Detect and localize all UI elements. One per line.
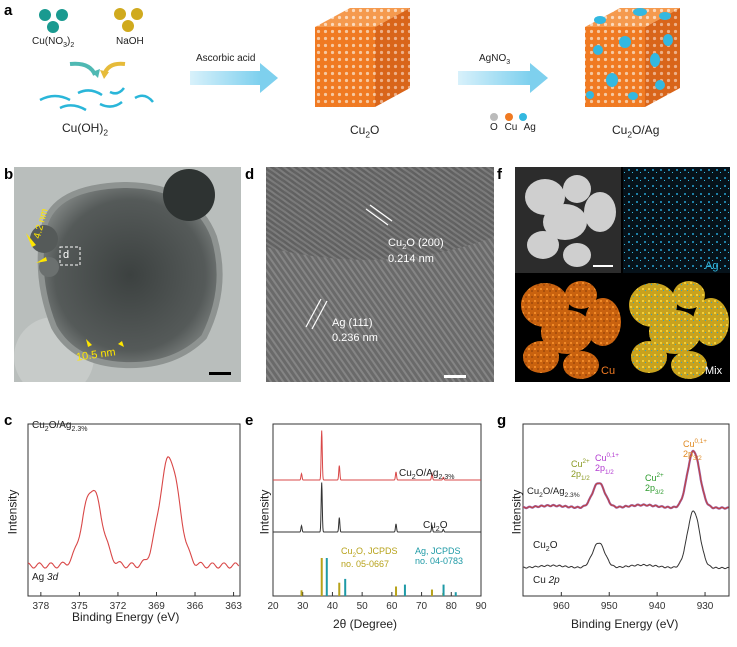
chart-c-sample: Cu2O/Ag2.3% — [32, 420, 88, 433]
chart-e-series-line — [273, 430, 481, 481]
chart-g-ann4: Cu0,1+ 2p3/2 — [683, 438, 707, 462]
chart-g-xtick-label: 930 — [697, 601, 714, 612]
ag-111-label: Ag (111) — [332, 317, 373, 329]
chart-g-xtick-label: 940 — [649, 601, 666, 612]
eds-maps-f: Ag Cu Mix — [515, 167, 730, 382]
cu2o-cube-icon — [315, 8, 410, 107]
chart-c: 378 375 372 369 366 363 Cu2O/Ag2.3% Ag 3d Bin… — [0, 410, 245, 647]
chart-g-sample1: Cu2O/Ag2.3% — [527, 486, 580, 499]
scheme-graphics — [39, 8, 680, 121]
tem-graphics — [14, 167, 241, 382]
chart-e-ref2: Ag, JCPDS no. 04-0783 — [415, 546, 464, 566]
chart-c-ylabel: Intensity — [5, 489, 20, 535]
cuoh-label: Cu(OH)2 — [62, 121, 109, 138]
o-atom-icon — [490, 113, 498, 121]
atom-legend: O Cu Ag — [490, 122, 536, 133]
chart-g-xtick-label: 950 — [601, 601, 618, 612]
chart-e-xtick-label: 80 — [446, 601, 458, 612]
chart-g-ann1: Cu2+ 2p1/2 — [571, 458, 590, 482]
cu-atom-icon — [505, 113, 513, 121]
panel-label-c: c — [4, 412, 13, 429]
hrtem-graphics — [266, 167, 494, 382]
chart-e-plot: 20 30 40 50 60 70 80 90 — [267, 423, 487, 612]
panel-label-a: a — [4, 2, 13, 19]
chart-g-xlabel: Binding Energy (eV) — [571, 617, 679, 631]
chart-g-sample2: Cu2O — [533, 540, 558, 553]
eds-ag-label: Ag — [705, 260, 719, 272]
cu-ion-icons — [39, 9, 68, 33]
chart-e-xlabel: 2θ (Degree) — [333, 617, 398, 631]
cuoh-wire-icons — [39, 87, 154, 112]
chart-g-frame — [522, 423, 730, 597]
chart-g-region: Cu 2p — [533, 575, 560, 586]
chart-c-xtick-label: 366 — [187, 601, 204, 612]
chart-c-xtick-label: 372 — [110, 601, 127, 612]
chart-c-frame — [27, 423, 241, 597]
ag-spacing: 0.236 nm — [332, 332, 378, 344]
chart-e-series1-label: Cu2O/Ag2.3% — [399, 468, 455, 481]
chart-c-line — [27, 455, 240, 569]
chart-e-xtick-label: 90 — [475, 601, 487, 612]
chart-e-series2-label: Cu2O — [423, 520, 448, 533]
chart-c-xtick-label: 369 — [148, 601, 165, 612]
eds-cu-label: Cu — [601, 365, 616, 377]
chart-g-ylabel: Intensity — [509, 489, 524, 535]
chart-g-cu2o-line — [523, 510, 729, 570]
panel-label-g: g — [497, 412, 507, 429]
d-region-box: d — [63, 249, 70, 261]
chart-c-region: Ag 3d — [32, 572, 59, 583]
cu2o-200-label: Cu2O (200) — [388, 237, 444, 252]
chart-c-xtick-label: 375 — [71, 601, 88, 612]
chart-g: 960 950 940 930 Cu2+ 2p1/2 Cu0,1+ 2p1/2 Cu2+ 2… — [497, 410, 737, 647]
eds-mix-label: Mix — [705, 365, 723, 377]
chart-g-ann2: Cu0,1+ 2p1/2 — [595, 452, 619, 476]
cu2o-label: Cu2O — [350, 123, 380, 140]
chart-c-xtick-label: 378 — [33, 601, 50, 612]
chart-e-ref1: Cu2O, JCPDS no. 05-0667 — [341, 546, 398, 569]
chart-e-xtick-label: 30 — [297, 601, 309, 612]
chart-c-plot: 378 375 372 369 366 363 — [27, 423, 242, 612]
chart-g-xtick-label: 960 — [553, 601, 570, 612]
chart-g-ann3: Cu2+ 2p3/2 — [645, 472, 664, 496]
chart-e-series-line — [273, 482, 481, 533]
chart-e-xtick-label: 60 — [386, 601, 398, 612]
naoh-icons — [114, 8, 143, 32]
panel-label-d: d — [245, 166, 255, 183]
cu-no3-label: Cu(NO3)2 — [32, 36, 75, 49]
panel-label-f: f — [497, 166, 502, 183]
cu2o-spacing: 0.214 nm — [388, 253, 434, 265]
panel-label-b: b — [4, 166, 14, 183]
tem-image-b: d 4.2 nm 10.5 nm — [14, 167, 241, 382]
step2-label: AgNO3 — [479, 53, 511, 66]
ag-atom-icon — [519, 113, 527, 121]
eds-graphics — [515, 167, 730, 382]
naoh-label: NaOH — [116, 36, 144, 47]
chart-e-xtick-label: 40 — [327, 601, 339, 612]
panel-label-e: e — [245, 412, 254, 429]
chart-c-xtick-label: 363 — [225, 601, 242, 612]
chart-e-xtick-label: 70 — [416, 601, 428, 612]
step1-label: Ascorbic acid — [196, 53, 256, 64]
cu2o-ag-cube-icon — [585, 8, 680, 107]
chart-g-data-line — [523, 450, 729, 510]
chart-e-frame — [272, 423, 482, 597]
chart-e-xtick-label: 50 — [357, 601, 369, 612]
cu2o-ag-label: Cu2O/Ag — [612, 123, 660, 140]
chart-e-xtick-label: 20 — [267, 601, 279, 612]
chart-e: 20 30 40 50 60 70 80 90 Cu2O/Ag2.3% Cu2O Cu2O, … — [245, 410, 497, 647]
chart-g-plot: 960 950 940 930 — [522, 423, 730, 612]
hrtem-image-d: Cu2O (200) 0.214 nm Ag (111) 0.236 nm — [266, 167, 494, 382]
chart-c-xlabel: Binding Energy (eV) — [72, 610, 180, 624]
chart-e-ylabel: Intensity — [257, 489, 272, 535]
